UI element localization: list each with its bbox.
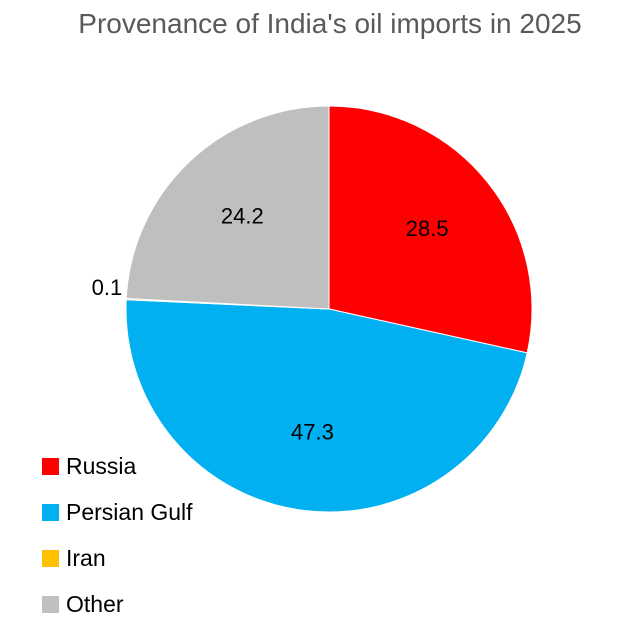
pie-slice-russia xyxy=(328,105,533,354)
legend-swatch-iran xyxy=(42,549,59,567)
data-label-other: 24.2 xyxy=(221,204,264,229)
pie-slice-persian-gulf xyxy=(125,299,528,513)
pie-chart: 28.5 47.3 0.1 24.2 xyxy=(92,105,533,513)
pie-slice-other xyxy=(125,105,330,310)
legend-label-other: Other xyxy=(66,590,124,617)
legend-item-other: Other xyxy=(42,581,193,627)
legend-label-persian-gulf: Persian Gulf xyxy=(66,498,193,525)
legend-item-russia: Russia xyxy=(42,443,193,489)
legend-item-persian-gulf: Persian Gulf xyxy=(42,489,193,535)
legend-swatch-persian-gulf xyxy=(42,503,59,521)
data-label-iran: 0.1 xyxy=(92,275,123,300)
data-label-persian-gulf: 47.3 xyxy=(291,420,334,445)
data-label-russia: 28.5 xyxy=(406,216,449,241)
legend-swatch-other xyxy=(42,595,59,613)
legend-label-russia: Russia xyxy=(66,452,137,479)
legend-swatch-russia xyxy=(42,457,59,475)
legend-label-iran: Iran xyxy=(66,544,106,571)
chart-title: Provenance of India's oil imports in 202… xyxy=(78,8,582,39)
legend: Russia Persian Gulf Iran Other xyxy=(42,443,193,627)
legend-item-iran: Iran xyxy=(42,535,193,581)
